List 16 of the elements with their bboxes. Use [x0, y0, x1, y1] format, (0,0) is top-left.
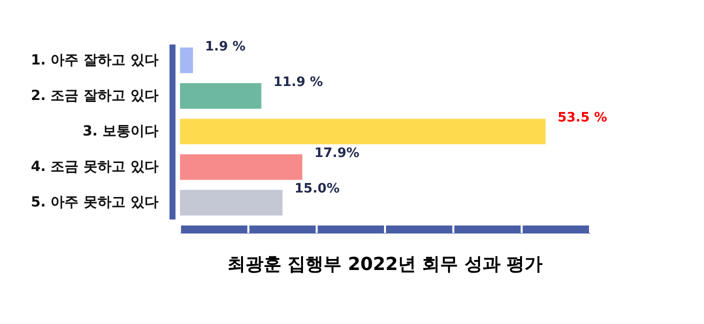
bar [180, 83, 262, 109]
y-tick-label: 1. 아주 잘하고 있다 [30, 52, 158, 68]
data-label: 15.0% [294, 182, 340, 197]
y-tick-label: 2. 조금 잘하고 있다 [30, 88, 158, 104]
data-label: 53.5 % [558, 110, 608, 126]
data-label: 17.9% [314, 146, 360, 162]
data-label: 1.9 % [204, 39, 246, 54]
bar [180, 154, 302, 180]
bar [180, 118, 546, 144]
bar [180, 190, 282, 216]
y-tick-label: 3. 보통이다 [82, 124, 158, 140]
bar [180, 48, 193, 74]
text: 최광훈 집행부 2022년 회무 성과 평가 [227, 254, 543, 275]
y-tick-label: 5. 아주 못하고 있다 [30, 194, 158, 211]
y-tick-label: 4. 조금 못하고 있다 [30, 159, 158, 176]
data-label: 11.9 % [273, 74, 323, 90]
